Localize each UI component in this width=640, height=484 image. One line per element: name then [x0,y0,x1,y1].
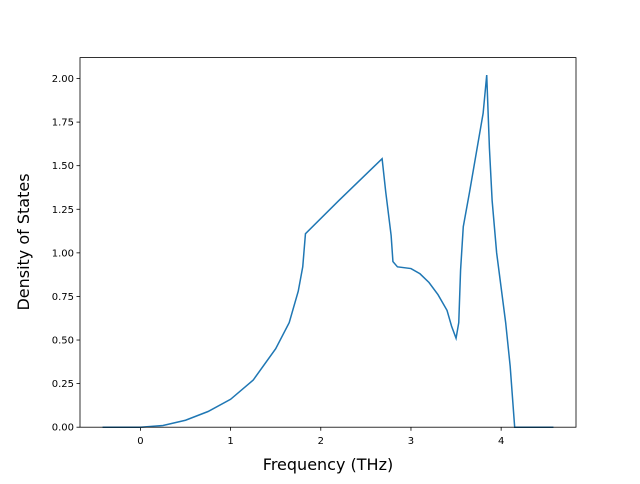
plot-frame [79,57,577,428]
x-tick-label: 1 [227,436,233,447]
data-line [102,74,554,428]
x-tick-label: 3 [408,436,414,447]
y-tick-label: 0.25 [52,379,74,390]
y-tick-label: 2.00 [52,74,74,85]
y-tick-label: 1.50 [52,161,74,172]
y-tick-label: 1.25 [52,205,74,216]
y-tick-label: 0.00 [52,423,74,434]
x-tick-label: 0 [137,436,143,447]
y-tick-label: 0.75 [52,292,74,303]
x-tick-label: 4 [498,436,504,447]
y-tick-label: 1.75 [52,118,74,129]
y-axis-label: Density of States [14,173,33,310]
y-tick-label: 1.00 [52,248,74,259]
x-axis-label: Frequency (THz) [263,455,393,474]
y-tick-label: 0.50 [52,336,74,347]
x-tick-label: 2 [318,436,324,447]
